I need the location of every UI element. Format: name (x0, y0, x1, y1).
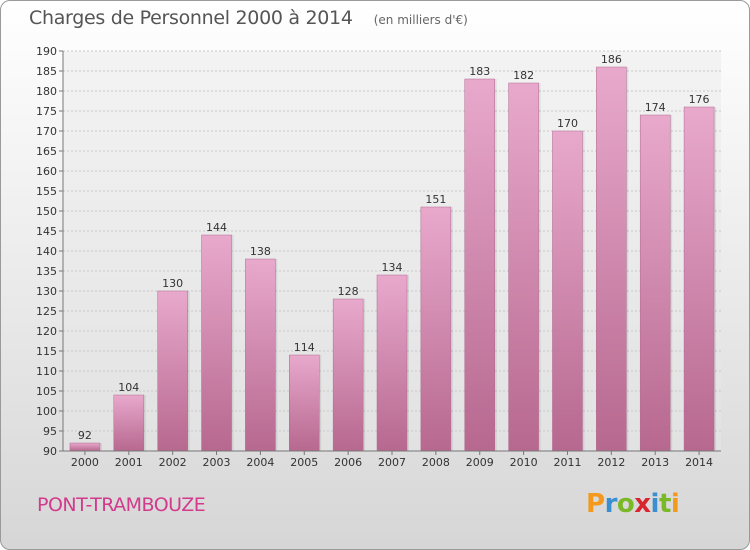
data-label: 138 (250, 245, 271, 258)
bar (464, 78, 495, 452)
y-tick-label: 95 (43, 425, 57, 438)
logo-letter: i (650, 489, 660, 519)
logo-letter: o (616, 489, 635, 519)
y-tick-label: 185 (36, 65, 57, 78)
x-tick-label: 2007 (378, 456, 406, 469)
chart-subtitle: (en milliers d'€) (373, 13, 468, 27)
data-label: 104 (118, 381, 139, 394)
y-tick-label: 180 (36, 85, 57, 98)
y-tick-label: 175 (36, 105, 57, 118)
y-tick-label: 115 (36, 345, 57, 358)
title-block: Charges de Personnel 2000 à 2014 (en mil… (29, 7, 468, 29)
x-tick-label: 2000 (71, 456, 99, 469)
x-tick-label: 2010 (510, 456, 538, 469)
bar (639, 114, 671, 452)
logo-letter: P (586, 489, 605, 519)
y-tick-label: 165 (36, 145, 57, 158)
y-tick-label: 140 (36, 245, 57, 258)
data-label: 128 (338, 285, 359, 298)
logo-letter: x (634, 489, 651, 519)
y-tick-label: 155 (36, 185, 57, 198)
location-name: PONT-TRAMBOUZE (37, 494, 206, 516)
x-tick-label: 2003 (203, 456, 231, 469)
x-tick-label: 2001 (115, 456, 143, 469)
y-tick-label: 150 (36, 205, 57, 218)
data-label: 92 (78, 429, 92, 442)
x-tick-label: 2005 (290, 456, 318, 469)
data-label: 183 (469, 65, 490, 78)
x-tick-label: 2004 (246, 456, 274, 469)
logo-letter: i (670, 489, 680, 519)
x-tick-label: 2009 (466, 456, 494, 469)
data-label: 130 (162, 277, 183, 290)
y-tick-label: 190 (36, 45, 57, 58)
x-tick-label: 2014 (685, 456, 713, 469)
y-tick-label: 170 (36, 125, 57, 138)
logo-letter: r (604, 489, 618, 519)
logo-letter: t (658, 489, 671, 519)
x-tick-label: 2012 (597, 456, 625, 469)
x-tick-label: 2006 (334, 456, 362, 469)
data-label: 134 (382, 261, 403, 274)
bar (420, 206, 452, 452)
y-tick-label: 125 (36, 305, 57, 318)
y-tick-label: 105 (36, 385, 57, 398)
data-label: 114 (294, 341, 315, 354)
data-label: 151 (425, 193, 446, 206)
data-label: 174 (645, 101, 666, 114)
bar (332, 298, 364, 452)
chart-title: Charges de Personnel 2000 à 2014 (29, 7, 353, 29)
bar (69, 442, 101, 452)
x-tick-label: 2002 (159, 456, 187, 469)
x-tick-label: 2013 (641, 456, 669, 469)
bar (596, 66, 627, 452)
bar (201, 234, 232, 452)
data-label: 170 (557, 117, 578, 130)
y-tick-label: 130 (36, 285, 57, 298)
y-tick-label: 145 (36, 225, 57, 238)
data-label: 176 (689, 93, 710, 106)
bar (508, 82, 539, 452)
y-tick-label: 135 (36, 265, 57, 278)
y-tick-label: 110 (36, 365, 57, 378)
bar (683, 106, 715, 452)
y-tick-label: 120 (36, 325, 57, 338)
bar (376, 274, 408, 452)
bar (245, 258, 276, 452)
data-label: 182 (513, 69, 534, 82)
proxiti-logo: Proxiti (586, 489, 680, 519)
bar (552, 130, 583, 452)
bar (157, 290, 188, 452)
y-tick-label: 100 (36, 405, 57, 418)
y-tick-label: 90 (43, 445, 57, 458)
data-label: 186 (601, 53, 622, 66)
bar (289, 354, 320, 452)
data-label: 144 (206, 221, 227, 234)
x-tick-label: 2008 (422, 456, 450, 469)
bar (113, 394, 145, 452)
y-tick-label: 160 (36, 165, 57, 178)
x-tick-label: 2011 (553, 456, 581, 469)
